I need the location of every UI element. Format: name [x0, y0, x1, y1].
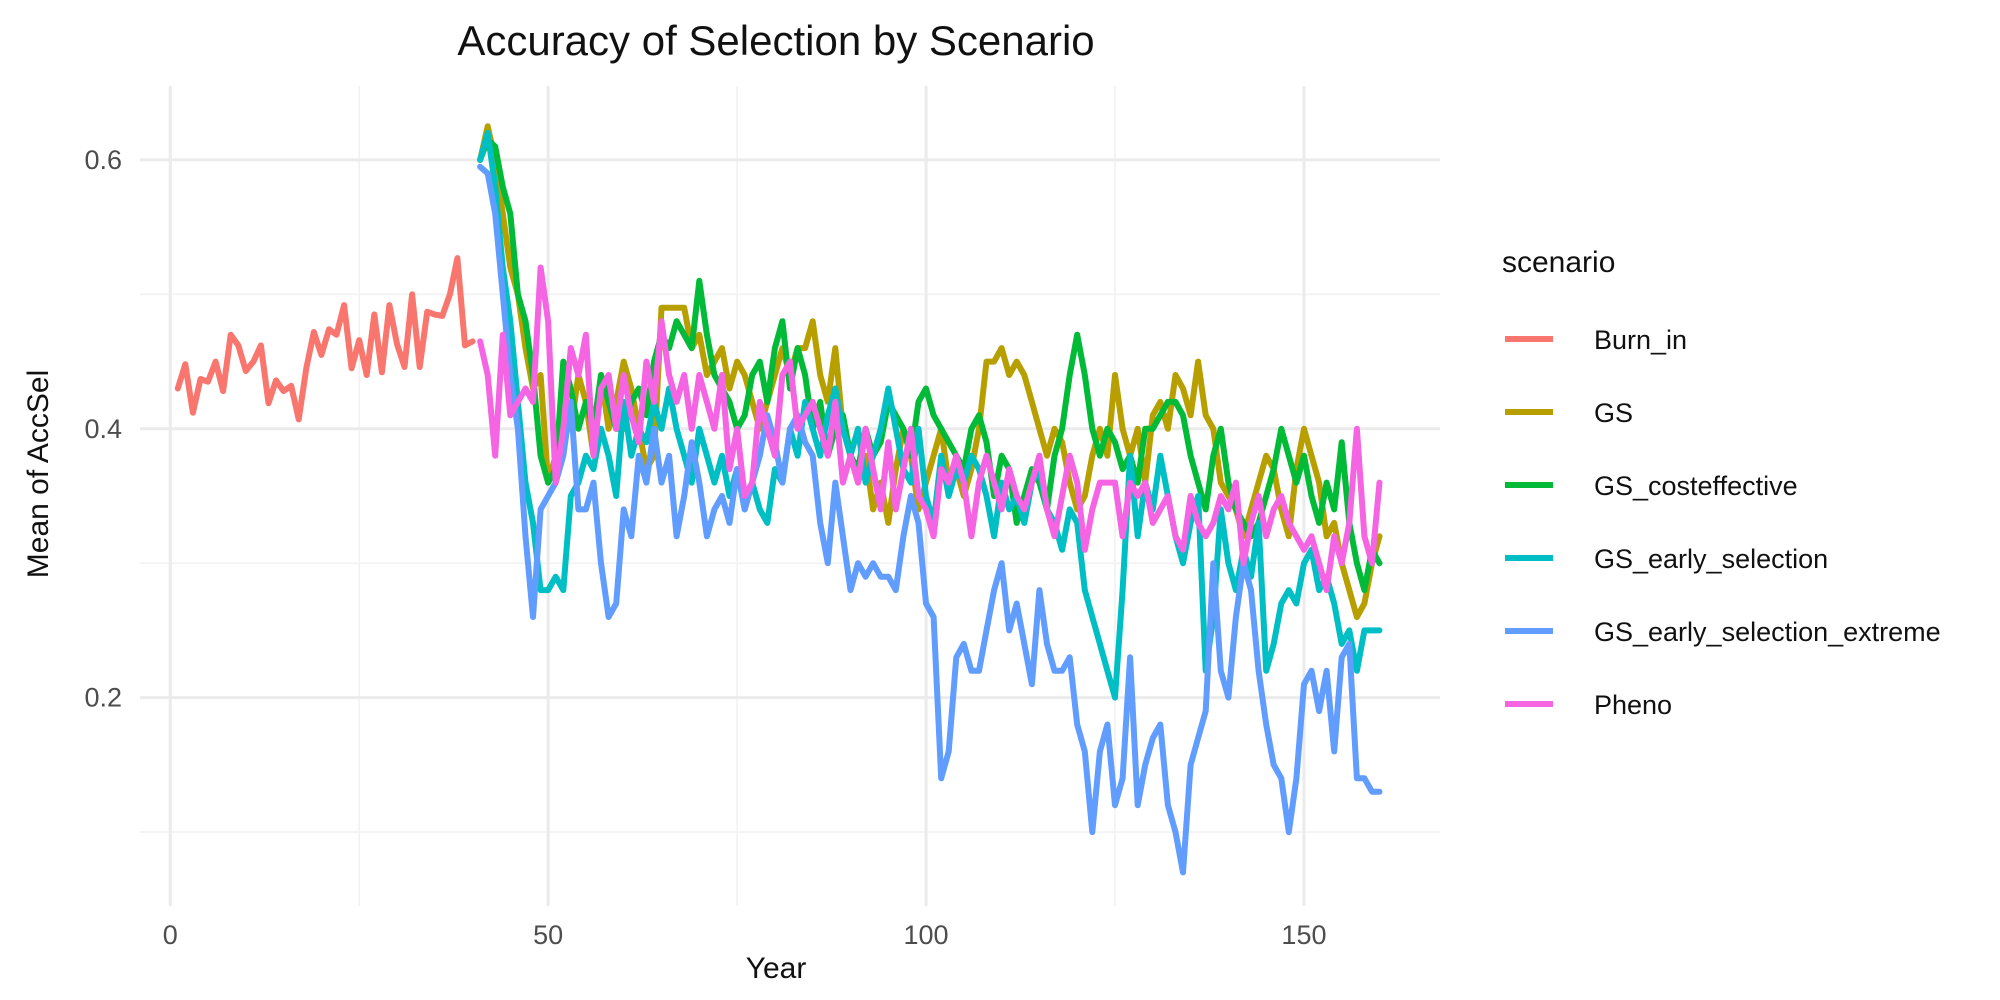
- chart-title: Accuracy of Selection by Scenario: [457, 17, 1094, 64]
- legend-label-gs-costeffective: GS_costeffective: [1594, 471, 1798, 501]
- legend-label-gs: GS: [1594, 398, 1633, 428]
- y-tick-label: 0.2: [84, 683, 122, 713]
- legend-title: scenario: [1502, 246, 1615, 279]
- y-axis-title: Mean of AccSel: [22, 370, 55, 578]
- legend-label-gs-early-selection: GS_early_selection: [1594, 544, 1828, 574]
- x-tick-label: 0: [163, 920, 178, 950]
- axis-ticks: 0 50 100 150 0.2 0.4 0.6: [84, 145, 1326, 950]
- x-tick-label: 150: [1281, 920, 1326, 950]
- x-axis-title: Year: [746, 952, 807, 985]
- series-lines: [174, 123, 1383, 876]
- x-tick-label: 100: [904, 920, 949, 950]
- legend-label-pheno: Pheno: [1594, 690, 1672, 720]
- y-tick-label: 0.6: [84, 145, 122, 175]
- y-tick-label: 0.4: [84, 414, 122, 444]
- grid-lines: [140, 86, 1440, 906]
- legend-items: Burn_in GS GS_costeffective GS_early_select…: [1505, 325, 1941, 720]
- legend-label-gs-early-selection-extreme: GS_early_selection_extreme: [1594, 617, 1941, 647]
- series-line-gs-early-selection: [477, 130, 1383, 701]
- x-tick-label: 50: [533, 920, 563, 950]
- legend-label-burn-in: Burn_in: [1594, 325, 1687, 355]
- legend: scenario Burn_in GS GS_costeffective GS_ear…: [1502, 246, 1941, 720]
- series-line-pheno: [477, 264, 1383, 594]
- series-line-burn-in: [174, 255, 476, 423]
- series-line-gs-early-selection-extreme: [477, 163, 1383, 876]
